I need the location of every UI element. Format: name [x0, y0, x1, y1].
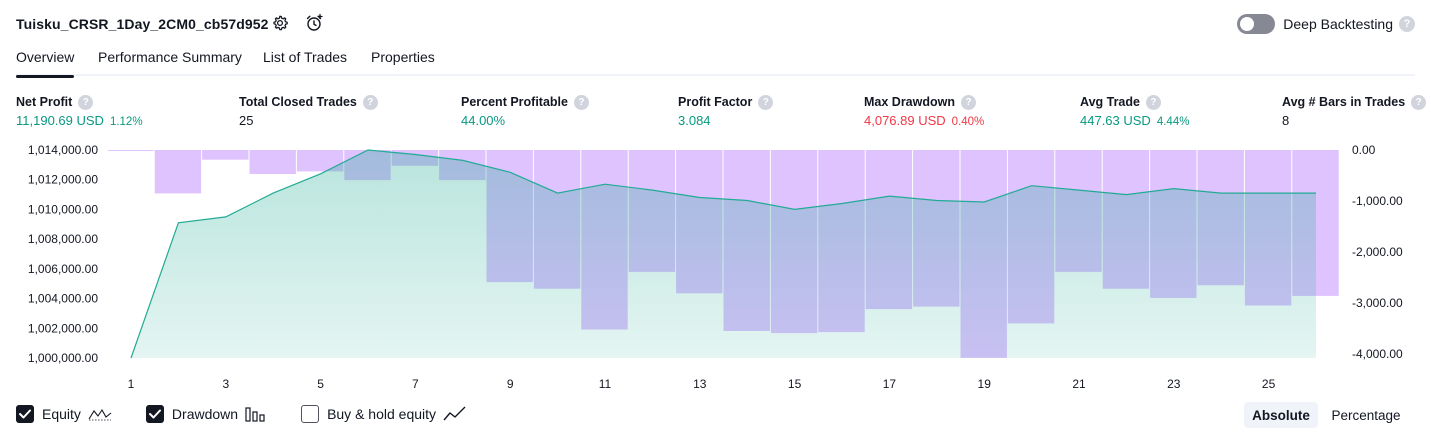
x-tick-label: 21 — [1072, 377, 1086, 391]
metric-value: 3.084 — [678, 113, 711, 128]
metric-value: 8 — [1282, 113, 1290, 128]
settings-button[interactable] — [269, 12, 291, 34]
add-alert-button[interactable] — [303, 12, 325, 34]
help-icon[interactable]: ? — [1145, 94, 1161, 110]
tab-properties[interactable]: Properties — [371, 49, 435, 65]
buy-hold-line-icon — [443, 406, 467, 422]
x-tick-label: 1 — [128, 377, 135, 391]
y-left-tick-label: 1,012,000.00 — [28, 173, 98, 187]
deep-backtesting-control: Deep Backtesting ? — [1237, 14, 1415, 34]
metric-label: Total Closed Trades — [239, 95, 357, 109]
metric-profit-factor: Profit Factor? 3.084 — [678, 94, 774, 128]
help-icon[interactable]: ? — [78, 94, 94, 110]
legend-equity[interactable]: Equity — [16, 405, 112, 423]
y-right-tick-label: 0.00 — [1352, 143, 1376, 157]
drawdown-bar — [108, 150, 154, 151]
check-icon — [148, 409, 161, 419]
tab-overview[interactable]: Overview — [16, 49, 75, 78]
add-alert-clock-icon — [306, 13, 323, 31]
metric-value: 25 — [239, 113, 254, 128]
metric-value: 44.00% — [461, 113, 506, 128]
tab-performance-summary[interactable]: Performance Summary — [98, 49, 242, 65]
legend-label: Equity — [42, 406, 81, 422]
help-icon[interactable]: ? — [758, 94, 774, 110]
y-right-tick-label: -2,000.00 — [1352, 245, 1403, 259]
drawdown-bar — [154, 150, 202, 194]
toggle-knob — [1240, 17, 1255, 31]
help-icon[interactable]: ? — [1411, 94, 1427, 110]
percentage-mode-button[interactable]: Percentage — [1331, 407, 1401, 423]
help-icon[interactable]: ? — [362, 94, 378, 110]
x-tick-label: 19 — [978, 377, 992, 391]
legend-buy-hold-equity[interactable]: Buy & hold equity — [301, 405, 467, 423]
metric-label: Max Drawdown — [864, 95, 955, 109]
equity-line-icon — [88, 407, 112, 421]
chart-legend: Equity Drawdown Buy & hold equity — [16, 403, 501, 425]
metric-label: Avg # Bars in Trades — [1282, 95, 1406, 109]
buy-hold-checkbox[interactable] — [301, 405, 320, 423]
deep-backtesting-label: Deep Backtesting — [1283, 16, 1393, 32]
x-tick-label: 17 — [883, 377, 897, 391]
drawdown-bar — [296, 150, 344, 172]
y-left-tick-label: 1,010,000.00 — [28, 202, 98, 216]
metric-value: 447.63 USD — [1080, 113, 1151, 128]
x-tick-label: 13 — [693, 377, 707, 391]
drawdown-bar — [249, 150, 296, 174]
x-tick-label: 15 — [788, 377, 802, 391]
metric-label: Profit Factor — [678, 95, 753, 109]
drawdown-checkbox[interactable] — [145, 405, 164, 423]
metric-percent: 4.44% — [1156, 116, 1190, 128]
y-right-tick-label: -4,000.00 — [1352, 347, 1403, 361]
metric-percent: 1.12% — [109, 116, 143, 128]
drawdown-bar — [202, 150, 249, 160]
equity-area — [131, 150, 1316, 358]
metric-value: 11,190.69 USD — [16, 113, 104, 128]
x-tick-label: 5 — [317, 377, 324, 391]
deep-backtesting-toggle[interactable] — [1237, 14, 1276, 34]
help-icon[interactable]: ? — [573, 94, 589, 110]
x-tick-label: 3 — [222, 377, 229, 391]
legend-label: Drawdown — [171, 406, 239, 422]
y-left-tick-label: 1,004,000.00 — [28, 292, 98, 306]
metric-percent: 0.40% — [951, 116, 985, 128]
settings-gear-icon — [273, 15, 288, 31]
metric-avg-bars-in-trades: Avg # Bars in Trades? 8 — [1282, 94, 1427, 128]
equity-checkbox[interactable] — [16, 405, 34, 423]
y-left-tick-label: 1,014,000.00 — [28, 143, 98, 157]
y-left-tick-label: 1,000,000.00 — [28, 351, 98, 365]
strategy-title: Tuisku_CRSR_1Day_2CM0_cb57d952 — [16, 16, 269, 32]
legend-label: Buy & hold equity — [327, 406, 437, 422]
y-right-tick-label: -3,000.00 — [1352, 296, 1403, 310]
equity-line — [130, 149, 1316, 359]
metric-label: Percent Profitable — [461, 95, 568, 109]
y-right-tick-label: -1,000.00 — [1352, 194, 1403, 208]
metric-label: Net Profit — [16, 95, 73, 109]
equity-drawdown-chart[interactable]: 1,014,000.00 1,012,000.00 1,010,000.00 1,00… — [0, 136, 1431, 396]
metric-value: 4,076.89 USD — [864, 113, 946, 128]
x-tick-label: 23 — [1167, 377, 1181, 391]
y-left-tick-label: 1,008,000.00 — [28, 232, 98, 246]
tab-list-of-trades[interactable]: List of Trades — [263, 49, 348, 65]
check-icon — [19, 409, 31, 419]
metric-net-profit: Net Profit? 11,190.69 USD 1.12% — [16, 94, 143, 128]
report-tabs: Overview Performance Summary List of Tra… — [16, 46, 1415, 78]
metric-percent-profitable: Percent Profitable? 44.00% — [461, 94, 589, 128]
strategy-header: Tuisku_CRSR_1Day_2CM0_cb57d952 Deep Back… — [0, 0, 1431, 46]
absolute-mode-button[interactable]: Absolute — [1244, 402, 1318, 428]
x-tick-label: 25 — [1262, 377, 1276, 391]
drawdown-bars-icon — [245, 406, 267, 422]
metric-total-closed-trades: Total Closed Trades? 25 — [239, 94, 378, 128]
metric-avg-trade: Avg Trade? 447.63 USD 4.44% — [1080, 94, 1189, 128]
x-tick-label: 11 — [599, 377, 612, 391]
y-left-tick-label: 1,002,000.00 — [28, 321, 98, 335]
legend-drawdown[interactable]: Drawdown — [145, 405, 267, 423]
help-icon[interactable]: ? — [961, 94, 976, 110]
metric-max-drawdown: Max Drawdown? 4,076.89 USD 0.40% — [864, 94, 984, 128]
x-tick-label: 9 — [507, 377, 514, 391]
y-left-tick-label: 1,006,000.00 — [28, 262, 98, 276]
x-tick-label: 7 — [412, 377, 419, 391]
help-icon[interactable]: ? — [1399, 16, 1415, 32]
metric-label: Avg Trade — [1080, 95, 1140, 109]
